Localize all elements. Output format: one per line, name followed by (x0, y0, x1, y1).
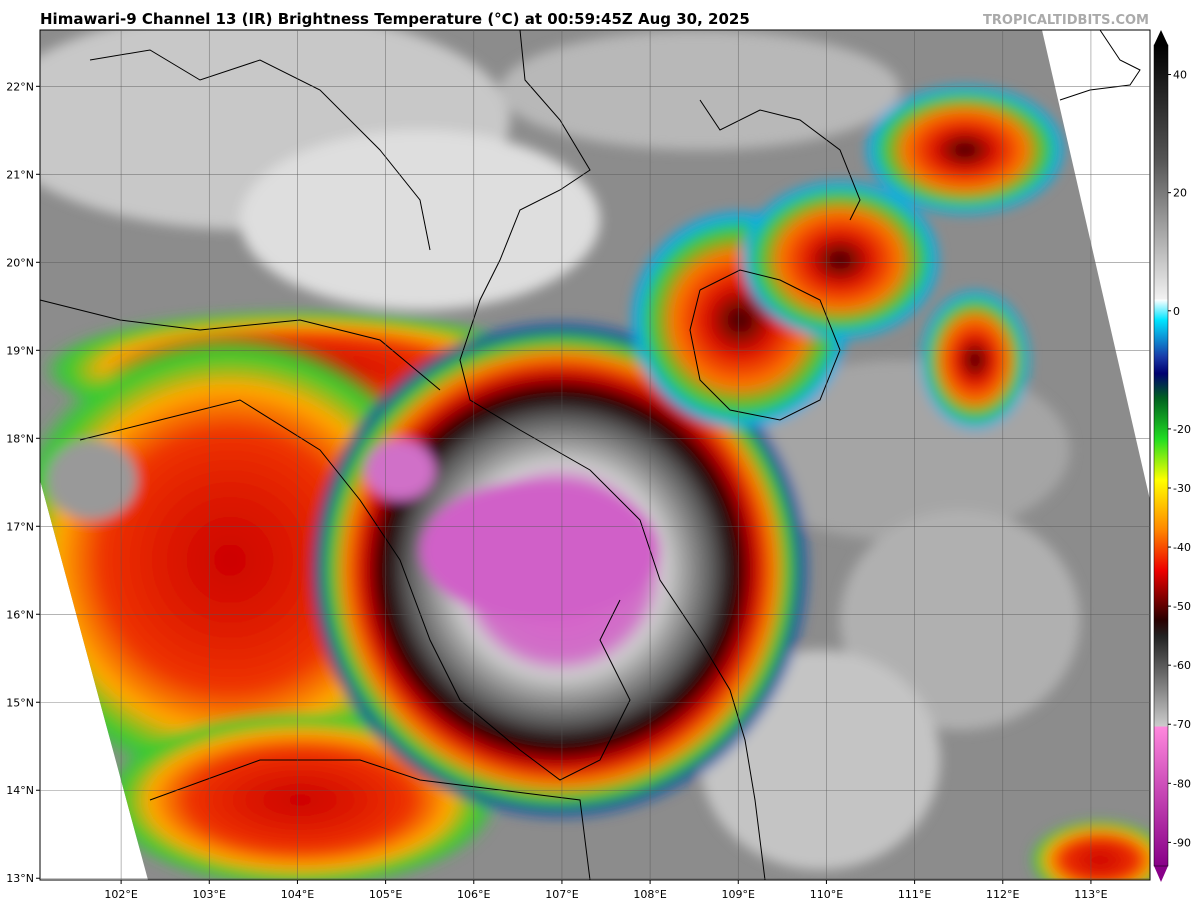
x-tick-label: 112°E (986, 888, 1019, 901)
x-tick-label: 107°E (545, 888, 578, 901)
satellite-image (40, 30, 1150, 880)
colorbar-extend-bottom (1154, 866, 1168, 882)
y-tick-label: 13°N (6, 872, 34, 885)
x-tick-label: 104°E (281, 888, 314, 901)
colorbar-tick-label: 40 (1173, 69, 1187, 82)
watermark: TROPICALTIDBITS.COM (983, 13, 1149, 28)
colorbar-tick-label: -80 (1173, 777, 1191, 790)
colorbar-extend-top (1154, 30, 1168, 45)
y-tick-label: 20°N (6, 256, 34, 269)
y-tick-label: 15°N (6, 696, 34, 709)
colorbar-tick-label: 0 (1173, 305, 1180, 318)
x-tick-label: 106°E (457, 888, 490, 901)
x-tick-label: 103°E (193, 888, 226, 901)
x-tick-label: 108°E (633, 888, 666, 901)
y-tick-label: 18°N (6, 432, 34, 445)
x-tick-label: 113°E (1074, 888, 1107, 901)
y-tick-label: 14°N (6, 784, 34, 797)
x-tick-label: 109°E (722, 888, 755, 901)
colorbar-tick-label: 20 (1173, 187, 1187, 200)
colorbar-tick-label: -50 (1173, 600, 1191, 613)
colorbar-tick-label: -60 (1173, 659, 1191, 672)
colorbar-tick-label: -70 (1173, 718, 1191, 731)
colorbar-tick-label: -90 (1173, 836, 1191, 849)
x-tick-label: 111°E (898, 888, 931, 901)
coastlines (39, 29, 1141, 881)
colorbar-tick-label: -30 (1173, 482, 1191, 495)
chart-title: Himawari-9 Channel 13 (IR) Brightness Te… (40, 10, 750, 28)
colorbar (1153, 44, 1169, 867)
x-tick-label: 102°E (104, 888, 137, 901)
y-tick-label: 21°N (6, 168, 34, 181)
colorbar-tick-label: -40 (1173, 541, 1191, 554)
x-tick-label: 110°E (810, 888, 843, 901)
y-tick-label: 16°N (6, 608, 34, 621)
colorbar-tick-label: -20 (1173, 423, 1191, 436)
y-tick-label: 17°N (6, 520, 34, 533)
y-tick-label: 22°N (6, 80, 34, 93)
y-tick-label: 19°N (6, 344, 34, 357)
x-tick-label: 105°E (369, 888, 402, 901)
graticule: 102°E 103°E 104°E 105°E 106°E 107°E 108°E 109°E… (6, 30, 1150, 901)
map-frame (39, 29, 1151, 881)
